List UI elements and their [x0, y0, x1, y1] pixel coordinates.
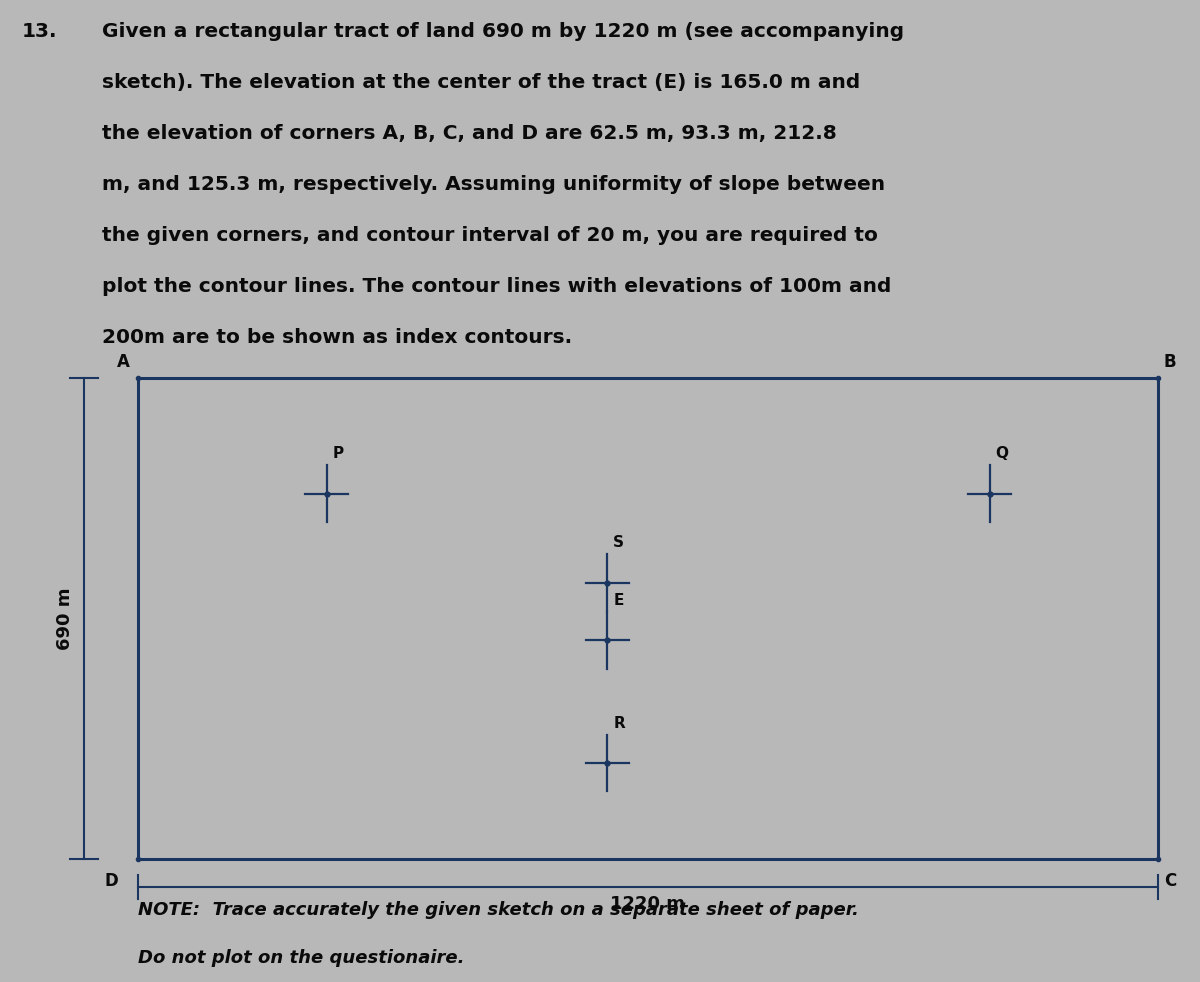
Text: sketch). The elevation at the center of the tract (E) is 165.0 m and: sketch). The elevation at the center of … [102, 73, 860, 91]
Text: plot the contour lines. The contour lines with elevations of 100m and: plot the contour lines. The contour line… [102, 277, 892, 296]
Text: Q: Q [996, 447, 1009, 462]
Text: the given corners, and contour interval of 20 m, you are required to: the given corners, and contour interval … [102, 226, 878, 245]
Text: S: S [613, 535, 624, 550]
Text: B: B [1164, 354, 1176, 371]
Text: E: E [613, 593, 624, 608]
Text: R: R [613, 716, 625, 731]
Text: A: A [118, 354, 130, 371]
Text: 200m are to be shown as index contours.: 200m are to be shown as index contours. [102, 328, 572, 347]
Text: NOTE:  Trace accurately the given sketch on a separate sheet of paper.: NOTE: Trace accurately the given sketch … [138, 901, 859, 919]
Text: 1220 m: 1220 m [611, 895, 685, 912]
Text: m, and 125.3 m, respectively. Assuming uniformity of slope between: m, and 125.3 m, respectively. Assuming u… [102, 175, 886, 193]
Text: 690 m: 690 m [56, 587, 74, 650]
Text: 13.: 13. [22, 22, 58, 40]
Text: P: P [332, 447, 344, 462]
Text: C: C [1164, 872, 1176, 890]
Bar [138, 378, 1158, 859]
Text: D: D [104, 872, 119, 890]
Text: the elevation of corners A, B, C, and D are 62.5 m, 93.3 m, 212.8: the elevation of corners A, B, C, and D … [102, 124, 836, 142]
Text: Given a rectangular tract of land 690 m by 1220 m (see accompanying: Given a rectangular tract of land 690 m … [102, 22, 904, 40]
Text: Do not plot on the questionaire.: Do not plot on the questionaire. [138, 949, 464, 966]
